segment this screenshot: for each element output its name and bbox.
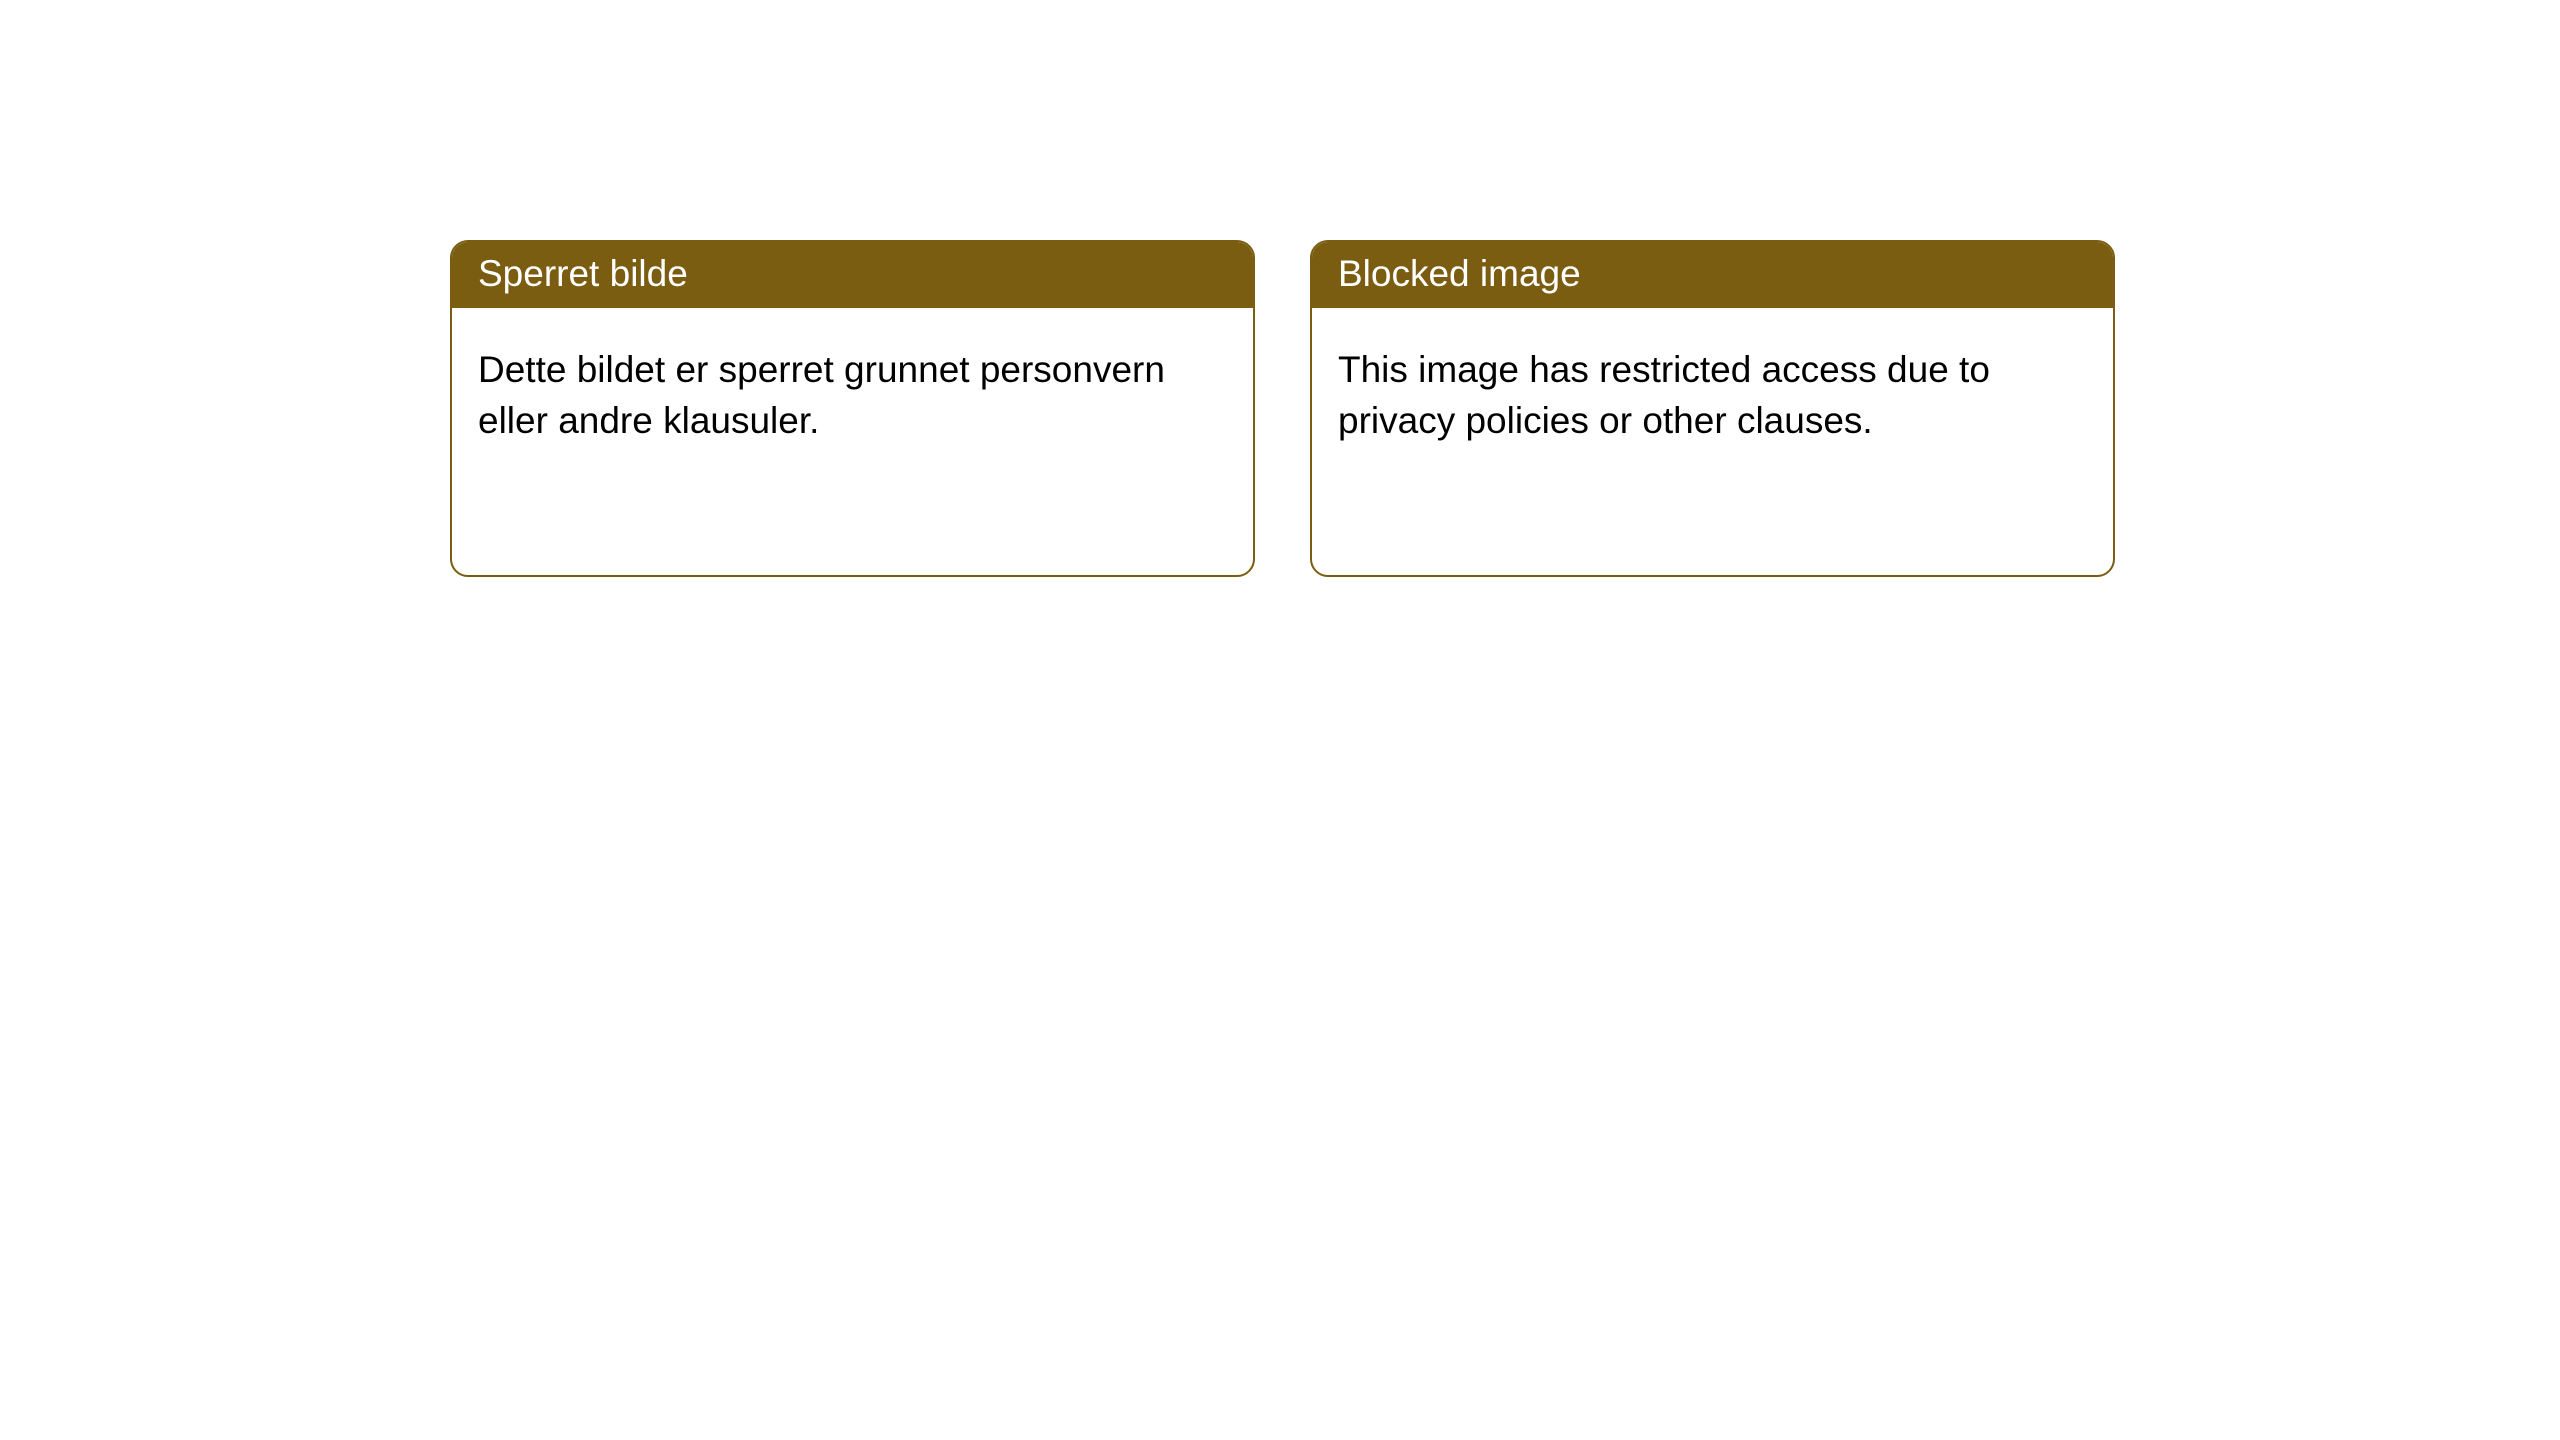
card-container: Sperret bilde Dette bildet er sperret gr… (0, 0, 2560, 577)
card-header: Blocked image (1312, 242, 2113, 308)
blocked-image-card-no: Sperret bilde Dette bildet er sperret gr… (450, 240, 1255, 577)
card-header: Sperret bilde (452, 242, 1253, 308)
blocked-image-card-en: Blocked image This image has restricted … (1310, 240, 2115, 577)
card-body: This image has restricted access due to … (1312, 308, 2113, 472)
card-body: Dette bildet er sperret grunnet personve… (452, 308, 1253, 472)
